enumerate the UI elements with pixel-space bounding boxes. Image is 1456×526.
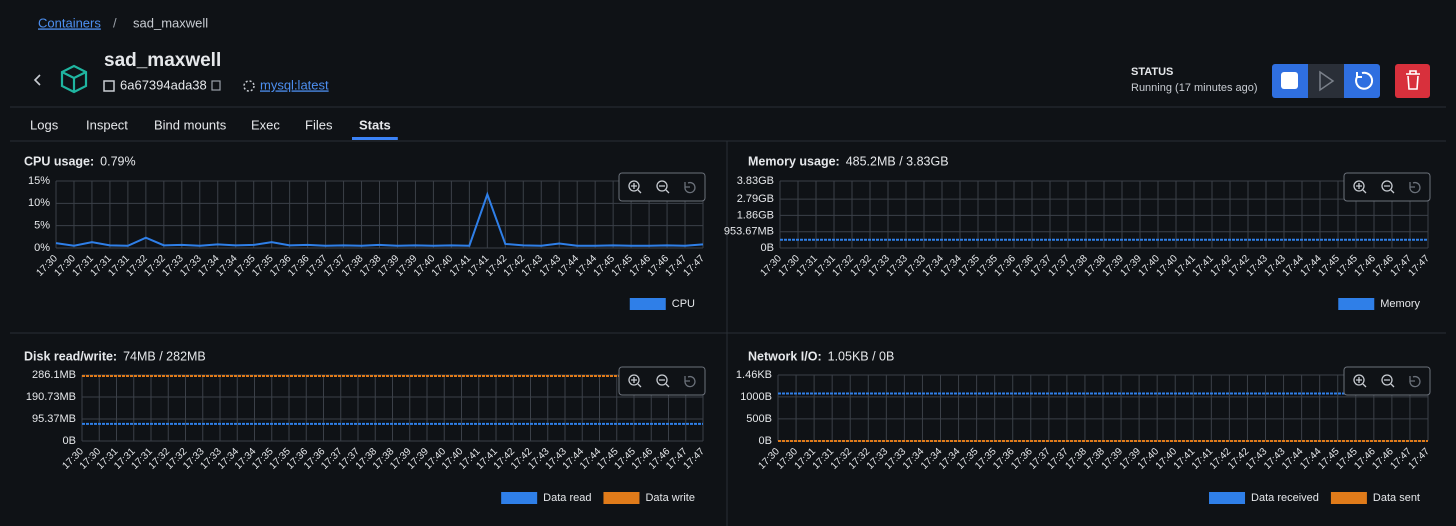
zoom-in-button[interactable]: [1353, 180, 1365, 192]
zoom-icon: [1356, 183, 1367, 194]
zoom-controls: [1343, 366, 1431, 396]
legend-swatch: [1330, 492, 1367, 504]
container-name: sad_maxwell: [104, 50, 221, 71]
legend-swatch: [501, 492, 538, 504]
id-icon: [103, 80, 115, 92]
y-tick-label: 2.79GB: [737, 193, 774, 205]
tab-underline: [352, 137, 398, 140]
tab[interactable]: Inspect: [86, 117, 128, 132]
zoom-out-button[interactable]: [1381, 180, 1393, 192]
container-id: 6a67394ada38: [120, 77, 207, 92]
restart-button[interactable]: [1355, 71, 1374, 90]
reset-zoom-button[interactable]: [684, 375, 696, 388]
y-tick-label: 15%: [28, 175, 50, 187]
zoom-in-button[interactable]: [1353, 374, 1365, 386]
chart-title: Disk read/write:: [24, 349, 117, 363]
legend-label: Data received: [1251, 492, 1319, 504]
legend-label: Data write: [645, 492, 695, 504]
zoom-out-button[interactable]: [1381, 374, 1393, 386]
zoom-in-button[interactable]: [628, 180, 640, 192]
status-label: STATUS: [1131, 66, 1173, 78]
delete-icon: [1406, 70, 1420, 90]
reset-zoom-button[interactable]: [1409, 181, 1421, 194]
legend-swatch: [1338, 298, 1375, 310]
start-icon: [1319, 70, 1335, 92]
y-tick-label: 0%: [34, 242, 50, 254]
start-button[interactable]: [1308, 64, 1344, 98]
chart-current-value: 0.79%: [100, 154, 135, 168]
y-tick-label: 3.83GB: [737, 175, 774, 187]
y-tick-label: 0B: [761, 242, 774, 254]
y-tick-label: 95.37MB: [32, 413, 76, 425]
zoom-icon: [659, 185, 670, 194]
zoom-icon: [1384, 185, 1395, 194]
back-button[interactable]: [33, 74, 41, 86]
y-tick-label: 0B: [63, 435, 76, 447]
zoom-icon: [631, 377, 642, 388]
chart-current-value: 485.2MB / 3.83GB: [846, 154, 949, 168]
copy-button[interactable]: [211, 80, 221, 91]
container-icon: [60, 64, 88, 94]
zoom-icon: [659, 379, 670, 388]
y-tick-label: 500B: [746, 413, 772, 425]
y-tick-label: 953.67MB: [724, 226, 774, 238]
chart-current-value: 74MB / 282MB: [123, 349, 206, 363]
y-tick-label: 1000B: [740, 391, 772, 403]
legend-label: Data read: [543, 492, 591, 504]
delete-button[interactable]: [1395, 64, 1430, 98]
legend-swatch: [1209, 492, 1246, 504]
reset-zoom-button[interactable]: [684, 181, 696, 194]
zoom-controls: [618, 172, 706, 202]
zoom-icon: [1356, 377, 1367, 388]
series-line: [55, 191, 704, 247]
chart-title: Network I/O:: [748, 349, 822, 363]
legend-label: Memory: [1380, 298, 1420, 310]
zoom-icon: [631, 183, 642, 194]
reset-zoom-button[interactable]: [1409, 375, 1421, 388]
tab[interactable]: Bind mounts: [154, 117, 227, 132]
chart-current-value: 1.05KB / 0B: [828, 349, 895, 363]
zoom-icon: [1384, 379, 1395, 388]
breadcrumb-link[interactable]: Containers: [38, 15, 101, 30]
zoom-out-button[interactable]: [656, 180, 668, 192]
legend-swatch: [603, 492, 640, 504]
stop-button[interactable]: [1281, 72, 1298, 89]
y-tick-label: 190.73MB: [26, 391, 76, 403]
y-tick-label: 1.86GB: [737, 209, 774, 221]
y-tick-label: 1.46KB: [736, 369, 772, 381]
zoom-out-button[interactable]: [656, 374, 668, 386]
tab[interactable]: Logs: [30, 117, 59, 132]
image-icon: [243, 80, 255, 92]
tab[interactable]: Stats: [359, 117, 391, 132]
zoom-controls: [1343, 172, 1431, 202]
image-link[interactable]: mysql:latest: [260, 77, 329, 92]
tab[interactable]: Exec: [251, 117, 280, 132]
tab[interactable]: Files: [305, 117, 333, 132]
legend-label: CPU: [672, 298, 695, 310]
legend-swatch: [629, 298, 666, 310]
zoom-controls: [618, 366, 706, 396]
zoom-in-button[interactable]: [628, 374, 640, 386]
y-tick-label: 10%: [28, 197, 50, 209]
breadcrumb-current: sad_maxwell: [133, 15, 208, 30]
breadcrumb-separator: /: [113, 15, 117, 30]
y-tick-label: 5%: [34, 220, 50, 232]
chart-title: Memory usage:: [748, 154, 840, 168]
legend-label: Data sent: [1373, 492, 1420, 504]
chart-title: CPU usage:: [24, 154, 94, 168]
status-text: Running (17 minutes ago): [1131, 82, 1258, 94]
y-tick-label: 0B: [759, 435, 772, 447]
y-tick-label: 286.1MB: [32, 369, 76, 381]
